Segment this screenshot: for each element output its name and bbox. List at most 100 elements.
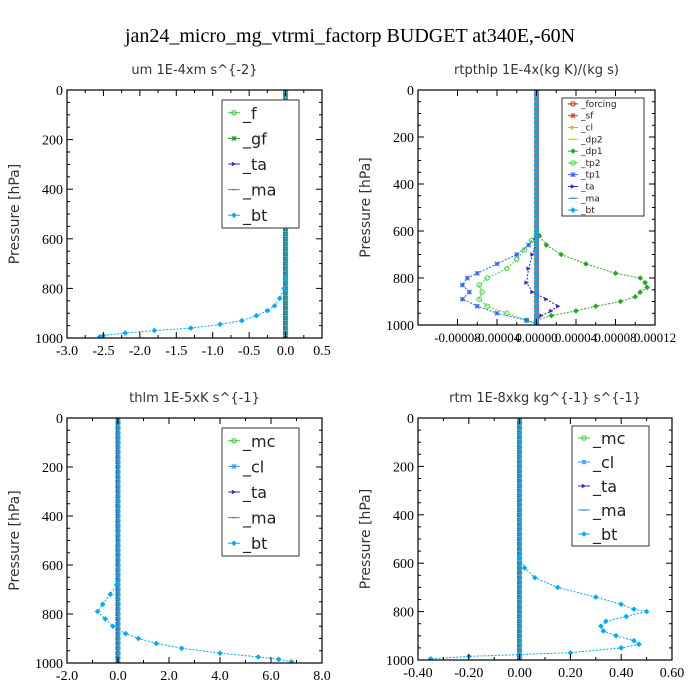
data-point (476, 282, 482, 288)
legend-label: _tp2 (580, 159, 600, 169)
series-group (94, 418, 295, 663)
chart-panel-2: rtpthlp 1E-4x(kg K)/(kg s) Pressure [hPa]… (358, 63, 676, 345)
data-point (264, 307, 271, 314)
data-point (188, 325, 194, 331)
data-point (526, 266, 531, 271)
data-point (484, 303, 490, 309)
data-point (533, 209, 540, 215)
data-point (99, 601, 106, 607)
y-tick-label: 600 (42, 559, 63, 574)
data-point (282, 275, 289, 282)
x-tick-label: -3.0 (56, 344, 78, 359)
data-point (530, 252, 535, 257)
data-point (642, 279, 648, 286)
legend-label: _ta (242, 483, 267, 503)
data-point (558, 251, 564, 258)
data-point (593, 594, 599, 600)
legend: _mc _cl _ta _ma _bt (571, 425, 650, 547)
data-point (533, 129, 540, 136)
data-point (239, 317, 245, 324)
data-point (636, 641, 642, 648)
legend-marker (231, 135, 237, 141)
y-axis-label: Pressure [hPa] (7, 490, 23, 590)
data-point (533, 294, 540, 300)
legend-marker (570, 148, 576, 154)
legend-marker (581, 459, 587, 465)
data-point (533, 303, 540, 309)
legend: _mc _cl _ta _ma _bt (221, 427, 300, 557)
data-point (618, 601, 624, 608)
data-point (603, 618, 609, 625)
legend-label: _bt (242, 206, 267, 226)
data-point (533, 181, 540, 187)
data-point (533, 190, 540, 197)
data-point (592, 303, 599, 309)
x-tick-label: 0.5 (313, 344, 331, 359)
series-group (427, 418, 650, 660)
data-point (533, 247, 540, 253)
legend-marker (581, 435, 587, 441)
panels: um 1E-4xm s^{-2} Pressure [hPa] -3.0 -2.5 -2… (7, 63, 684, 684)
data-point (102, 616, 109, 622)
y-tick-label: 400 (42, 183, 63, 198)
data-point (533, 265, 540, 272)
data-point (484, 275, 490, 281)
y-axis-label: Pressure [hPa] (358, 157, 374, 257)
data-point (151, 327, 158, 334)
legend-marker (570, 207, 576, 213)
data-point (459, 296, 465, 302)
x-tick-label: -2.5 (92, 344, 114, 359)
data-point (516, 555, 523, 562)
y-tick-label: 600 (393, 225, 414, 240)
data-point (479, 289, 485, 295)
data-point (632, 294, 639, 300)
data-point (514, 256, 520, 262)
data-point (521, 565, 528, 571)
data-point (643, 608, 650, 615)
y-tick-label: 400 (393, 178, 414, 193)
data-point (514, 251, 520, 258)
data-point (533, 228, 540, 234)
data-point (122, 630, 129, 637)
y-tick-label: 200 (393, 460, 414, 475)
legend-marker (231, 489, 237, 495)
panel-title: rtpthlp 1E-4x(kg K)/(kg s) (454, 63, 619, 78)
data-point (533, 275, 540, 281)
data-point (107, 591, 114, 598)
x-tick-label: -0.00004 (474, 330, 521, 345)
data-point (631, 606, 637, 612)
data-point (533, 223, 540, 230)
data-point (567, 649, 574, 656)
legend-label: _mc (242, 432, 275, 452)
y-tick-label: 1000 (386, 654, 414, 669)
legend-label: _cl (242, 457, 264, 477)
data-point (474, 270, 480, 276)
x-tick-label: 0.0 (109, 669, 127, 684)
series-line-dp1 (536, 226, 648, 321)
data-point (466, 289, 472, 295)
data-point (521, 247, 528, 253)
legend-label: _ma (592, 501, 626, 521)
x-tick-label: 0.40 (609, 666, 634, 681)
x-tick-label: 0.0 (277, 344, 295, 359)
y-tick-label: 1000 (35, 332, 63, 347)
legend-label: _dp1 (580, 147, 603, 157)
data-point (275, 656, 282, 663)
data-point (533, 120, 540, 126)
data-point (554, 584, 561, 591)
x-tick-label: -2.0 (56, 669, 78, 684)
figure-title: jan24_micro_mg_vtrmi_factorp BUDGET at34… (124, 25, 575, 47)
data-point (474, 303, 480, 309)
data-point (612, 270, 619, 277)
x-tick-label: 0.60 (660, 666, 685, 681)
x-tick-label: 8.0 (313, 669, 331, 684)
data-point (533, 279, 540, 286)
data-point (533, 289, 540, 295)
data-point (548, 312, 555, 319)
legend-marker (231, 161, 237, 167)
data-point (178, 645, 185, 652)
y-tick-label: 200 (42, 461, 63, 476)
legend-label: _gf (242, 129, 267, 149)
data-point (533, 110, 540, 117)
data-point (533, 204, 540, 211)
